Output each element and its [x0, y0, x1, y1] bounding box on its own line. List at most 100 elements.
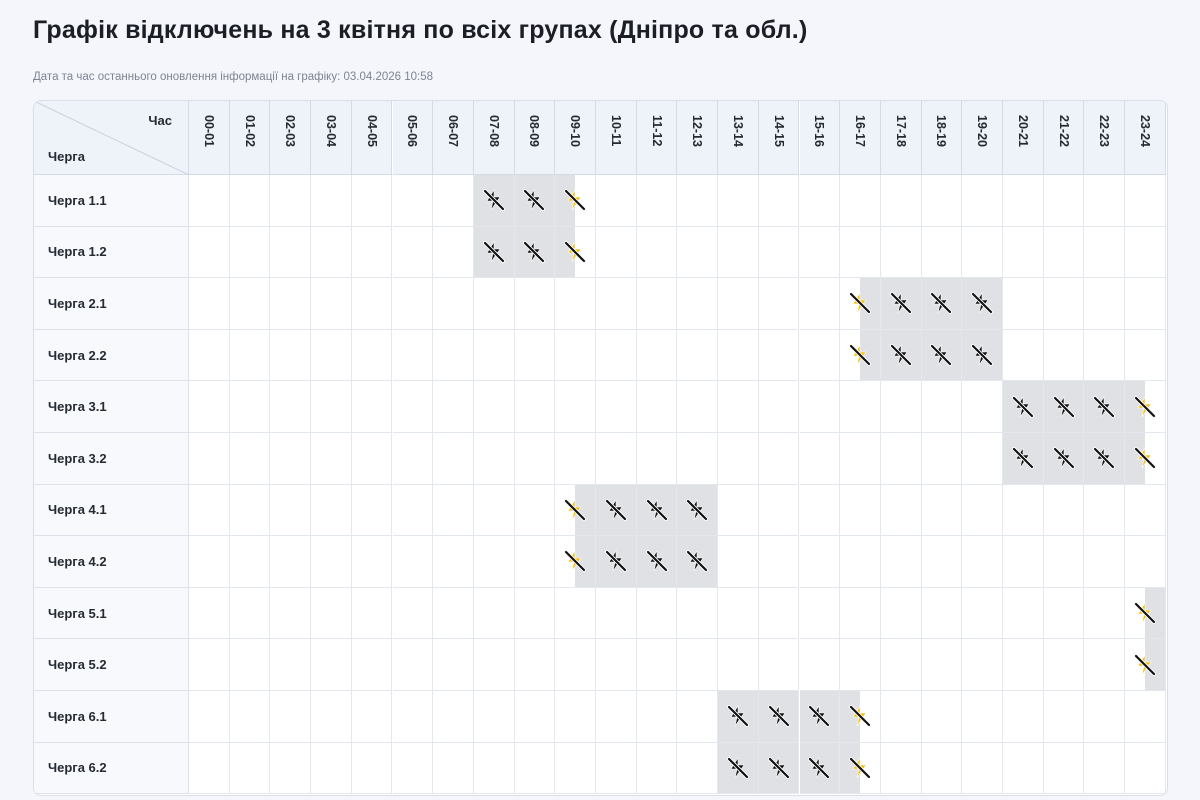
queue-row-label: Черга 6.1 [34, 691, 189, 743]
schedule-cell [636, 742, 678, 795]
schedule-cell [636, 381, 678, 433]
schedule-cell [840, 639, 881, 691]
schedule-cell [311, 691, 352, 743]
hour-column-header: 17-18 [880, 101, 922, 175]
schedule-cell [270, 226, 312, 279]
schedule-cell [840, 484, 881, 537]
schedule-cell [962, 381, 1003, 433]
schedule-cell [514, 175, 556, 227]
schedule-cell [880, 329, 922, 382]
schedule-cell [270, 587, 312, 640]
schedule-cell [636, 175, 678, 227]
schedule-cell [392, 587, 434, 640]
schedule-cell [392, 536, 434, 588]
schedule-cell [433, 226, 474, 279]
schedule-cell [718, 381, 759, 433]
schedule-cell [1043, 536, 1085, 588]
corner-time-label: Час [148, 113, 172, 128]
schedule-cell [514, 742, 556, 795]
schedule-cell [1003, 536, 1044, 588]
schedule-cell [840, 433, 881, 485]
schedule-cell [758, 742, 800, 795]
hour-label: 23-24 [1137, 115, 1152, 147]
schedule-cell [1084, 278, 1126, 330]
schedule-cell [229, 381, 271, 433]
schedule-cell [473, 536, 515, 588]
schedule-cell [799, 381, 841, 433]
schedule-cell [1043, 691, 1085, 743]
schedule-cell [189, 587, 230, 640]
hour-label: 08-09 [527, 115, 542, 147]
schedule-cell [1084, 587, 1126, 640]
schedule-cell [1003, 278, 1044, 330]
schedule-cell [189, 742, 230, 795]
schedule-cell [189, 278, 230, 330]
hour-column-header: 04-05 [351, 101, 393, 175]
schedule-cell [229, 278, 271, 330]
schedule-cell [758, 226, 800, 279]
schedule-cell [596, 278, 637, 330]
schedule-cell [799, 433, 841, 485]
schedule-cell [636, 536, 678, 588]
schedule-cell [189, 175, 230, 227]
schedule-cell [880, 587, 922, 640]
schedule-cell [1043, 329, 1085, 382]
schedule-cell [718, 691, 759, 743]
schedule-cell [636, 639, 678, 691]
schedule-cell [270, 433, 312, 485]
schedule-cell [473, 278, 515, 330]
hour-column-header: 16-17 [840, 101, 881, 175]
schedule-cell [718, 278, 759, 330]
schedule-cell [229, 226, 271, 279]
hour-column-header: 14-15 [758, 101, 800, 175]
schedule-cell [799, 536, 841, 588]
schedule-cell [1125, 278, 1166, 330]
schedule-cell [351, 175, 393, 227]
schedule-cell [392, 278, 434, 330]
hour-label: 22-23 [1097, 115, 1112, 147]
schedule-cell [1043, 381, 1085, 433]
schedule-cell [351, 639, 393, 691]
schedule-cell [270, 175, 312, 227]
schedule-cell [636, 691, 678, 743]
schedule-cell [1125, 381, 1166, 433]
schedule-cell [311, 329, 352, 382]
schedule-cell [921, 536, 963, 588]
hour-label: 05-06 [405, 115, 420, 147]
schedule-cell [1003, 381, 1044, 433]
schedule-cell [758, 484, 800, 537]
schedule-cell [677, 484, 719, 537]
schedule-cell [514, 226, 556, 279]
schedule-cell [1043, 587, 1085, 640]
schedule-cell [636, 484, 678, 537]
schedule-cell [880, 175, 922, 227]
schedule-cell [1003, 587, 1044, 640]
schedule-cell [799, 484, 841, 537]
schedule-cell [189, 484, 230, 537]
schedule-cell [1084, 433, 1126, 485]
queue-row-label: Черга 5.1 [34, 587, 189, 640]
schedule-cell [473, 639, 515, 691]
schedule-cell [962, 278, 1003, 330]
queue-row-label: Черга 2.1 [34, 278, 189, 330]
schedule-cell [596, 329, 637, 382]
schedule-cell [1125, 691, 1166, 743]
schedule-cell [189, 433, 230, 485]
schedule-cell [718, 536, 759, 588]
hour-label: 17-18 [893, 115, 908, 147]
schedule-cell [189, 226, 230, 279]
schedule-cell [392, 226, 434, 279]
schedule-cell [596, 742, 637, 795]
schedule-cell [1084, 691, 1126, 743]
schedule-cell [758, 433, 800, 485]
schedule-cell [1043, 433, 1085, 485]
hour-label: 06-07 [446, 115, 461, 147]
schedule-cell [758, 536, 800, 588]
schedule-cell [311, 381, 352, 433]
schedule-cell [921, 691, 963, 743]
hour-column-header: 05-06 [392, 101, 434, 175]
schedule-cell [962, 639, 1003, 691]
schedule-cell [270, 639, 312, 691]
queue-row-label: Черга 1.2 [34, 226, 189, 279]
hour-column-header: 21-22 [1043, 101, 1085, 175]
